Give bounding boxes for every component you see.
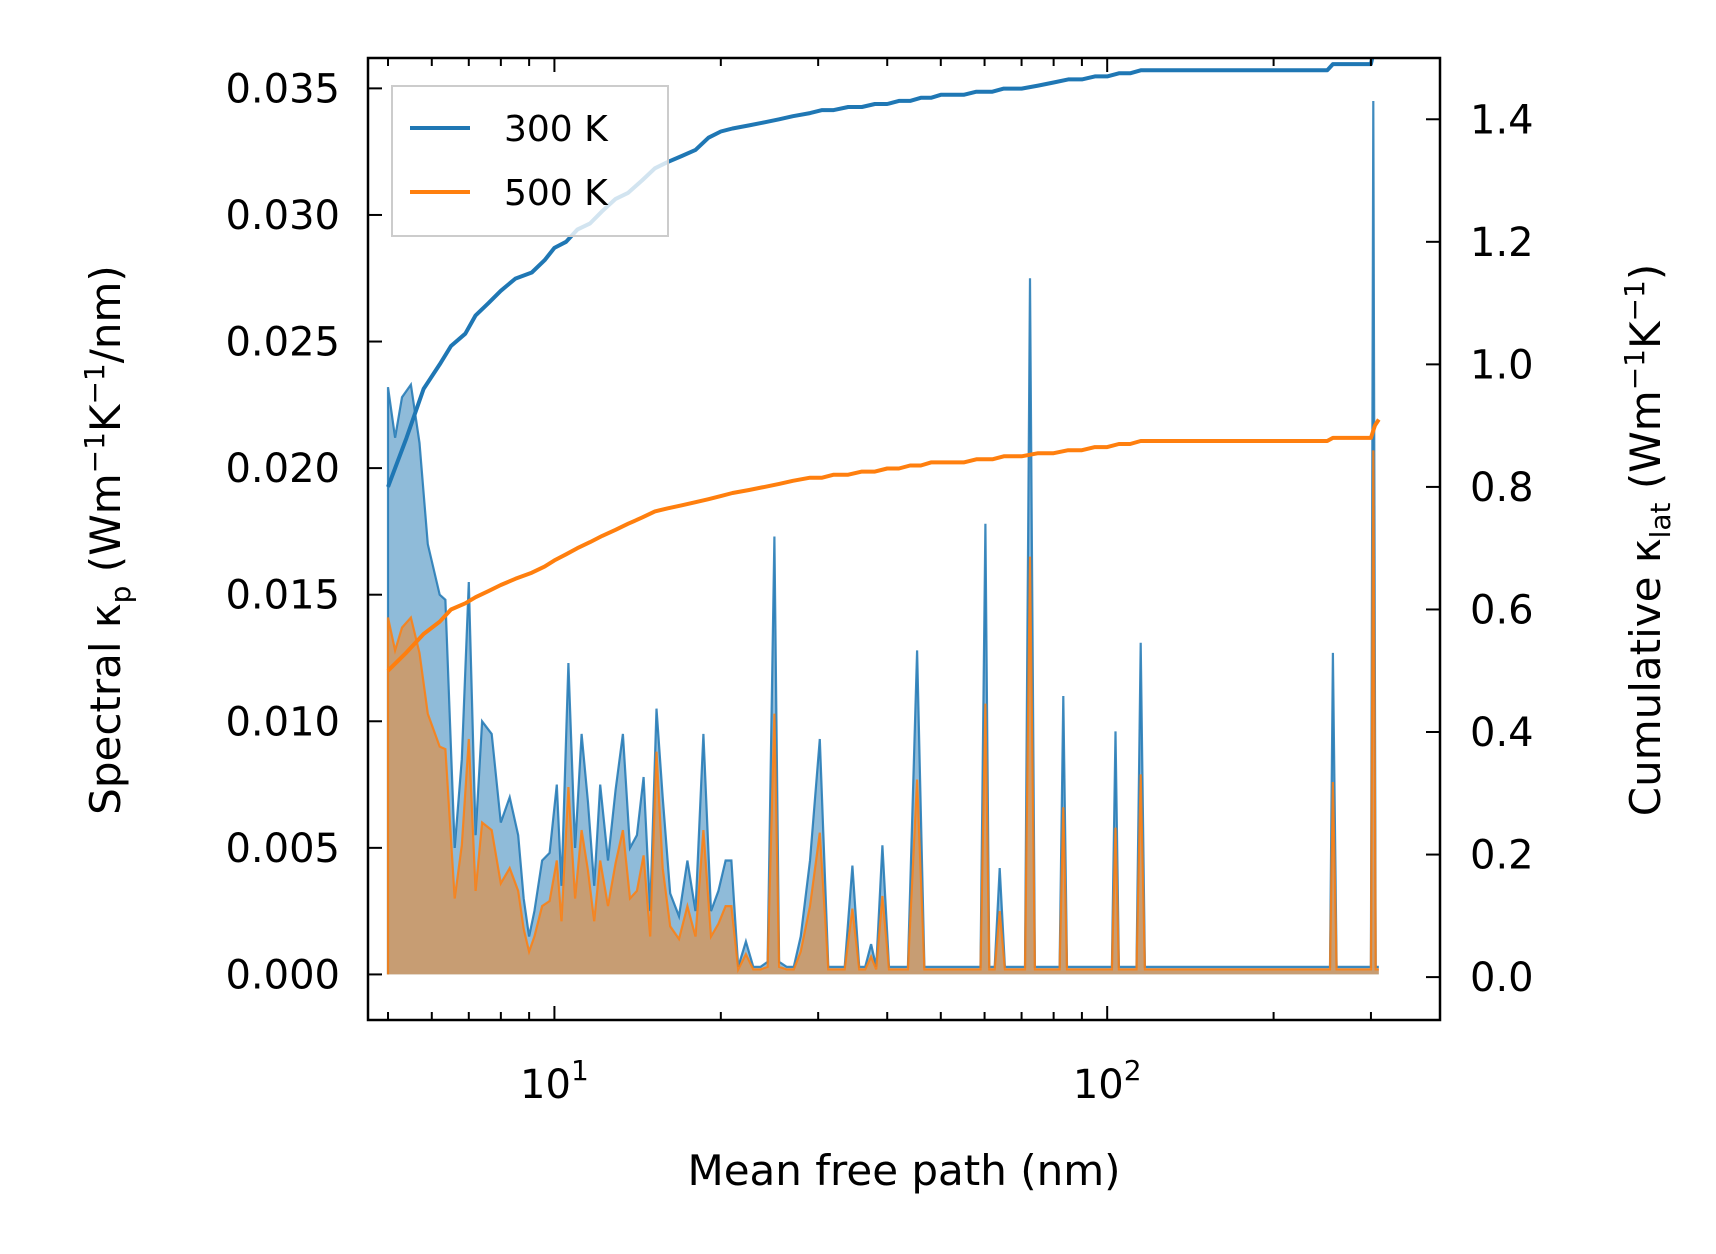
y-left-main: Spectral κ	[81, 603, 130, 815]
x-tick-label: 101	[520, 1054, 589, 1108]
plot-area	[386, 58, 1381, 975]
y-left-tick-label: 0.005	[225, 826, 340, 872]
spectral-area-500k	[388, 450, 1379, 975]
y-right-tick-label: 1.0	[1470, 342, 1534, 388]
y-left-unit-sup2: −1	[78, 363, 111, 404]
y-right-tick-label: 0.6	[1470, 587, 1534, 633]
y-axis-left-title: Spectral κp (Wm−1K−1/nm)	[78, 265, 137, 815]
y-left-unit-mid: K	[81, 403, 130, 432]
y-left-tick-label: 0.020	[225, 446, 340, 492]
x-tick-label-exponent: 2	[1124, 1054, 1142, 1087]
y-right-unit-sup1: −1	[1618, 349, 1651, 390]
y-left-tick-label: 0.035	[225, 66, 340, 112]
y-right-unit-pre: (Wm	[1621, 390, 1670, 502]
y-left-tick-label: 0.030	[225, 193, 340, 239]
legend-label-500k: 500 K	[504, 173, 609, 214]
y-left-tick-label: 0.010	[225, 699, 340, 745]
cumulative-line-500k	[386, 418, 1381, 673]
y-left-unit-sup1: −1	[78, 432, 111, 473]
x-tick-label: 102	[1073, 1054, 1142, 1108]
spectral-line-500k	[386, 450, 1379, 975]
y-left-unit-pre: (Wm	[81, 473, 130, 585]
axis-ticks: 101 1020.0000.0050.0100.0150.0200.0250.03…	[225, 58, 1534, 1108]
x-tick-label-base: 10	[1073, 1062, 1124, 1108]
legend: 300 K 500 K	[391, 85, 669, 237]
y-right-unit-mid: K	[1621, 320, 1670, 349]
y-left-tick-label: 0.025	[225, 320, 340, 366]
y-right-unit-post: )	[1621, 264, 1670, 280]
y-right-tick-label: 0.0	[1470, 955, 1534, 1001]
y-left-sub: p	[104, 586, 137, 604]
y-right-unit-sup2: −1	[1618, 280, 1651, 321]
y-axis-right-title: Cumulative κlat (Wm−1K−1)	[1618, 264, 1677, 816]
y-left-tick-label: 0.000	[225, 952, 340, 998]
x-axis-title: Mean free path (nm)	[687, 1146, 1120, 1195]
y-right-sub: lat	[1644, 502, 1677, 538]
cumulative-line-300k	[386, 58, 1375, 488]
y-right-main: Cumulative κ	[1621, 538, 1670, 816]
y-right-tick-label: 1.2	[1470, 220, 1534, 266]
y-right-tick-label: 0.4	[1470, 710, 1534, 756]
legend-label-300k: 300 K	[504, 109, 609, 150]
y-right-tick-label: 0.2	[1470, 833, 1534, 879]
y-left-tick-label: 0.015	[225, 573, 340, 619]
y-right-tick-label: 0.8	[1470, 465, 1534, 511]
plot-frame	[366, 56, 1442, 1022]
x-tick-label-exponent: 1	[571, 1054, 589, 1087]
y-right-tick-label: 1.4	[1470, 97, 1534, 143]
legend-box	[391, 85, 669, 237]
y-left-unit-post: /nm)	[81, 265, 130, 363]
x-tick-label-base: 10	[520, 1062, 571, 1108]
